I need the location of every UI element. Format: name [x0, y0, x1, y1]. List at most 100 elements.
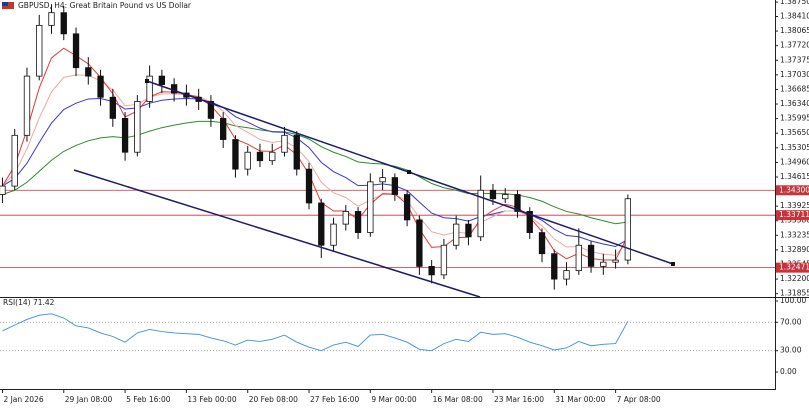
channel-handle [145, 79, 149, 83]
candle-body [551, 253, 558, 280]
level-label: 1.33711 [779, 210, 809, 219]
candle-body [158, 75, 166, 85]
candle-body [72, 33, 80, 69]
candle-body [403, 194, 411, 221]
y-tick-label: 1.35305 [780, 143, 809, 152]
channel-handle [407, 170, 411, 174]
x-tick-label: 5 Feb 16:00 [126, 395, 171, 404]
candle-body [207, 101, 215, 119]
y-tick-label: 1.32890 [780, 245, 809, 254]
level-label-box [776, 185, 809, 196]
level-label: 1.32471 [779, 263, 809, 272]
moving-average [2, 120, 628, 225]
candle-body [330, 223, 337, 246]
candle-body [367, 181, 374, 233]
y-tick-label: 1.36340 [780, 99, 809, 108]
candle-body [563, 270, 570, 280]
candle-body [600, 261, 607, 267]
rsi-title: RSI(14) 71.42 [3, 298, 55, 307]
level-label-box [776, 210, 809, 221]
candle-body [256, 151, 264, 162]
trend-channel [73, 79, 675, 298]
candle-body [48, 12, 55, 26]
candle-body [232, 139, 239, 170]
candle-body [305, 168, 313, 204]
rsi-tick-label: 0.00 [780, 367, 797, 376]
candle-body [453, 223, 460, 246]
y-tick-label: 1.33925 [780, 201, 809, 210]
y-tick-label: 1.38750 [780, 0, 809, 6]
y-tick-label: 1.35650 [780, 128, 809, 137]
candle-body [354, 211, 362, 233]
candle-body [220, 118, 227, 140]
candle-body [391, 177, 399, 195]
y-tick-label: 1.34615 [780, 172, 809, 181]
y-tick-label: 1.38065 [780, 26, 809, 35]
y-tick-label: 1.37375 [780, 55, 809, 64]
candle-body [502, 194, 509, 200]
candle-body [428, 265, 435, 276]
candle-body [97, 75, 104, 98]
candle-body [416, 219, 423, 267]
candle-body [587, 244, 595, 267]
rsi-tick-label: 30.00 [780, 346, 802, 355]
y-tick-label: 1.38410 [780, 11, 809, 20]
candle-body [0, 185, 6, 195]
chart-title: GBPUSD, H4: Great Britain Pound vs US Do… [18, 1, 192, 10]
candle-body [244, 151, 251, 170]
candle-body [269, 151, 276, 162]
y-tick-label: 1.33235 [780, 230, 809, 239]
candle-body [612, 259, 619, 263]
candle-body [526, 211, 533, 233]
x-tick-label: 2 Jan 2026 [3, 395, 43, 404]
candle-body [379, 177, 386, 183]
candle-body [440, 244, 448, 276]
y-tick-label: 1.33580 [780, 216, 809, 225]
candle-body [36, 24, 43, 77]
rsi-line [2, 313, 629, 352]
level-label: 1.34300 [779, 185, 809, 194]
candle-body [514, 194, 521, 212]
symbol-icon [2, 2, 14, 9]
channel-handle [671, 262, 675, 266]
x-tick-label: 27 Feb 16:00 [310, 395, 359, 404]
x-tick-label: 20 Feb 08:00 [249, 395, 298, 404]
x-tick-label: 23 Mar 16:00 [494, 395, 544, 404]
x-tick-label: 31 Mar 00:00 [555, 395, 605, 404]
x-tick-label: 9 Mar 00:00 [371, 395, 417, 404]
candle-body [281, 134, 288, 153]
candle-body [477, 189, 484, 238]
y-tick-label: 1.37720 [780, 41, 809, 50]
candle-body [465, 223, 472, 238]
candle-body [575, 244, 582, 272]
x-tick-label: 13 Feb 00:00 [187, 395, 236, 404]
rsi-tick-label: 70.00 [780, 317, 802, 326]
x-tick-label: 16 Mar 08:00 [433, 395, 483, 404]
level-label-box [776, 262, 809, 273]
candle-body [134, 101, 141, 153]
candle-body [60, 12, 67, 35]
candle-body [489, 189, 497, 200]
candle-body [624, 198, 632, 261]
candle-body [318, 202, 325, 246]
channel-lower [73, 169, 481, 298]
candle-body [293, 134, 300, 170]
y-tick-label: 1.34960 [780, 157, 809, 166]
y-tick-label: 1.36685 [780, 84, 809, 93]
y-tick-label: 1.37030 [780, 70, 809, 79]
y-tick-label: 1.32200 [780, 274, 809, 283]
candle-body [146, 75, 153, 102]
candle-body [342, 211, 349, 225]
candle-body [11, 134, 18, 187]
x-tick-label: 7 Apr 08:00 [617, 395, 661, 404]
x-tick-label: 29 Jan 08:00 [65, 395, 113, 404]
y-tick-label: 1.35995 [780, 114, 809, 123]
rsi-tick-label: 100.00 [780, 296, 806, 305]
candle-body [23, 75, 31, 136]
candle-body [85, 67, 92, 77]
candle-body [538, 232, 546, 255]
y-tick-label: 1.31855 [780, 289, 809, 298]
